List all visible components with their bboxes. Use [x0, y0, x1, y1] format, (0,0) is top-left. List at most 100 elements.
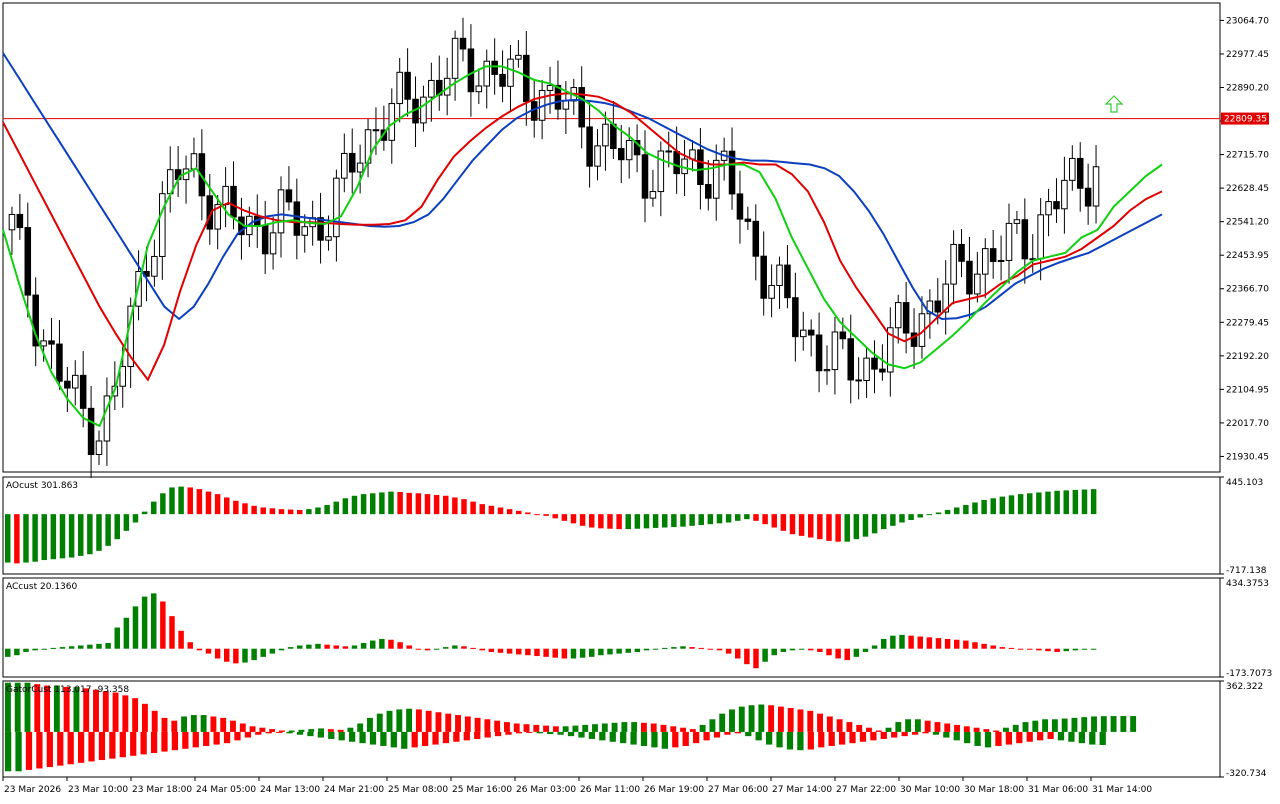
x-tick-label: 23 Mar 10:00: [68, 785, 128, 795]
candle-down: [467, 48, 475, 93]
histogram-bar: [780, 514, 787, 531]
histogram-bar: [242, 648, 248, 663]
histogram-bar: [607, 648, 613, 655]
histogram-bar: [662, 647, 668, 649]
candle-up: [40, 340, 47, 347]
histogram-bar: [14, 648, 20, 656]
histogram-bar: [59, 647, 66, 649]
candle-down: [744, 218, 752, 222]
histogram-bar: [844, 648, 850, 661]
candle-up: [301, 226, 309, 236]
price-tick-label: 22977.45: [1226, 50, 1269, 60]
histogram-bar: [132, 514, 139, 523]
candle-down: [617, 148, 625, 161]
gator-upper-bar: [190, 715, 197, 732]
histogram-bar: [662, 514, 668, 528]
histogram-bar: [643, 514, 650, 529]
histogram-bar: [214, 494, 221, 515]
histogram-bar: [552, 514, 558, 519]
gator-lower-bar: [911, 731, 919, 735]
gator-lower-bar: [818, 731, 825, 748]
gator-lower-bar: [620, 731, 627, 744]
candle-down: [641, 154, 649, 199]
histogram-bar: [278, 648, 285, 651]
histogram-bar: [926, 514, 933, 516]
histogram-bar: [516, 510, 522, 515]
gator-upper-bar: [318, 728, 324, 732]
histogram-bar: [680, 514, 686, 527]
ao-histogram: [5, 486, 1097, 564]
x-tick-label: 27 Mar 06:00: [708, 785, 768, 795]
gator-lower-bar: [276, 731, 283, 733]
gator-lower-bar: [244, 731, 252, 738]
gator-lower-bar: [203, 731, 210, 746]
candle-down: [728, 150, 736, 195]
histogram-bar: [935, 512, 942, 515]
candle-up: [974, 273, 981, 295]
gator-upper-bar: [1091, 716, 1097, 732]
histogram-bar: [744, 514, 750, 520]
histogram-bar: [169, 616, 175, 649]
candle-up: [649, 191, 657, 199]
histogram-bar: [251, 505, 257, 515]
gator-lower-bar: [828, 731, 835, 746]
candle-up: [507, 58, 514, 87]
gator-lower-bar: [838, 731, 846, 745]
candle-up: [515, 54, 522, 60]
gator-lower-bar: [995, 731, 1002, 746]
gator-upper-bar: [543, 725, 550, 732]
candle-down: [966, 260, 973, 295]
gator-upper-bar: [464, 716, 471, 732]
candle-down: [459, 37, 467, 50]
gator-lower-bar: [119, 731, 126, 758]
candle-up: [71, 374, 79, 389]
candle-up: [776, 264, 783, 287]
gator-upper-bar: [562, 726, 569, 732]
gator-upper-bar: [34, 684, 41, 732]
candle-up: [1037, 214, 1044, 260]
histogram-bar: [1081, 489, 1088, 515]
histogram-bar: [753, 514, 759, 521]
gator-lower-bar: [922, 731, 929, 734]
gator-histogram: [5, 682, 1137, 772]
candle-down: [16, 213, 24, 229]
histogram-bar: [981, 643, 987, 649]
gator-lower-bar: [338, 731, 345, 741]
gator-lower-bar: [547, 731, 554, 735]
gator-upper-bar: [552, 726, 559, 732]
axis-tick-label: 434.3753: [1226, 579, 1269, 589]
gator-upper-bar: [1071, 717, 1078, 732]
x-tick-label: 25 Mar 08:00: [388, 785, 448, 795]
histogram-bar: [990, 498, 996, 515]
histogram-bar: [954, 507, 960, 515]
gator-lower-bar: [1089, 731, 1096, 745]
x-tick-label: 31 Mar 14:00: [1092, 785, 1152, 795]
histogram-bar: [251, 648, 257, 661]
gator-lower-bar: [442, 731, 450, 744]
gator-upper-bar: [435, 712, 442, 732]
histogram-bar: [570, 648, 577, 659]
gator-lower-bar: [453, 731, 460, 742]
gator-lower-bar: [1078, 731, 1085, 744]
histogram-bar: [999, 496, 1006, 515]
histogram-bar: [224, 648, 230, 662]
gator-upper-bar: [112, 692, 119, 732]
gator-upper-bar: [523, 724, 530, 732]
candle-up: [1069, 157, 1076, 181]
panel-frame-gator: [2, 680, 1221, 778]
x-tick-label: 30 Mar 10:00: [900, 785, 960, 795]
gator-upper-bar: [738, 706, 745, 732]
candle-down: [665, 150, 673, 153]
histogram-bar: [616, 514, 622, 530]
gator-upper-bar: [161, 717, 168, 732]
histogram-bar: [306, 644, 312, 649]
histogram-bar: [543, 514, 549, 516]
price-tick-label: 22541.20: [1226, 218, 1269, 228]
gator-upper-bar: [924, 720, 931, 732]
histogram-bar: [826, 514, 832, 541]
histogram-bar: [433, 494, 440, 515]
gator-upper-bar: [83, 688, 90, 732]
gator-lower-bar: [536, 731, 543, 734]
gator-upper-bar: [836, 719, 843, 732]
